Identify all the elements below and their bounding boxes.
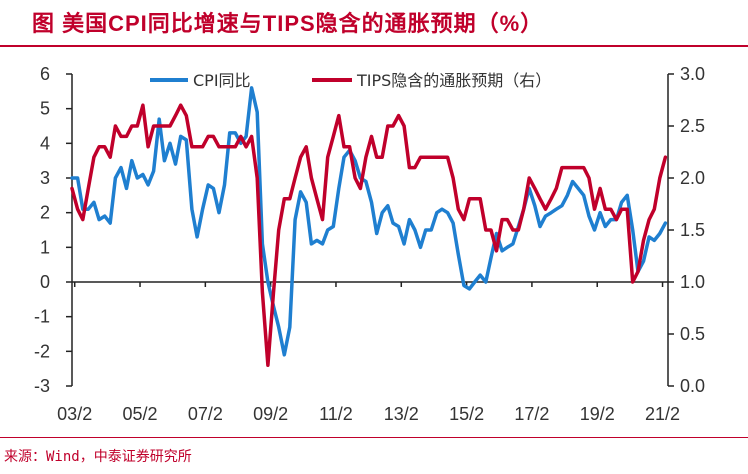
y-right-tick-label: 2.5 xyxy=(680,116,705,136)
x-tick-label: 11/2 xyxy=(319,404,353,424)
y-right-tick-label: 2.0 xyxy=(680,168,705,188)
y-left-tick-label: 6 xyxy=(40,64,50,84)
x-tick-label: 07/2 xyxy=(188,404,223,424)
y-left-tick-label: 2 xyxy=(40,203,50,223)
x-tick-label: 05/2 xyxy=(123,404,158,424)
series-line-tips xyxy=(70,103,668,367)
chart-title: 图 美国CPI同比增速与TIPS隐含的通胀预期（%） xyxy=(32,11,544,36)
y-left-tick-label: 1 xyxy=(40,237,50,257)
source-note: 来源：Wind，中泰证券研究所 xyxy=(4,449,192,465)
chart-series xyxy=(70,86,668,367)
y-right-tick-label: 1.5 xyxy=(680,220,705,240)
x-tick-label: 03/2 xyxy=(57,404,92,424)
chart-legend: CPI同比 TIPS隐含的通胀预期（右） xyxy=(150,71,551,90)
y-left-tick-label: 4 xyxy=(40,133,50,153)
x-tick-label: 09/2 xyxy=(253,404,288,424)
legend-label-tips: TIPS隐含的通胀预期（右） xyxy=(356,71,551,90)
y-left-tick-label: -1 xyxy=(34,307,50,327)
x-tick-label: 15/2 xyxy=(449,404,484,424)
y-left-tick-label: 3 xyxy=(40,168,50,188)
source-divider xyxy=(0,437,748,438)
x-tick-label: 13/2 xyxy=(384,404,419,424)
title-divider xyxy=(0,45,748,47)
y-left-tick-label: -3 xyxy=(34,376,50,396)
y-right-tick-label: 3.0 xyxy=(680,64,705,84)
x-tick-label: 21/2 xyxy=(645,404,680,424)
x-tick-label: 17/2 xyxy=(514,404,549,424)
y-left-tick-label: -2 xyxy=(34,341,50,361)
series-line-cpi xyxy=(70,86,668,357)
legend-label-cpi: CPI同比 xyxy=(193,71,251,90)
y-left-tick-label: 0 xyxy=(40,272,50,292)
x-tick-label: 19/2 xyxy=(580,404,615,424)
chart-axes: -3 -2 -1 0 1 2 3 4 5 6 0.0 0.5 1.0 1.5 2.0 2.5 3.0 03/2 05… xyxy=(34,64,705,424)
y-right-tick-label: 1.0 xyxy=(680,272,705,292)
line-chart: -3 -2 -1 0 1 2 3 4 5 6 0.0 0.5 1.0 1.5 2.0 2.5 3.0 03/2 05… xyxy=(34,64,705,424)
y-right-tick-label: 0.0 xyxy=(680,376,705,396)
y-right-tick-label: 0.5 xyxy=(680,324,705,344)
y-left-tick-label: 5 xyxy=(40,99,50,119)
